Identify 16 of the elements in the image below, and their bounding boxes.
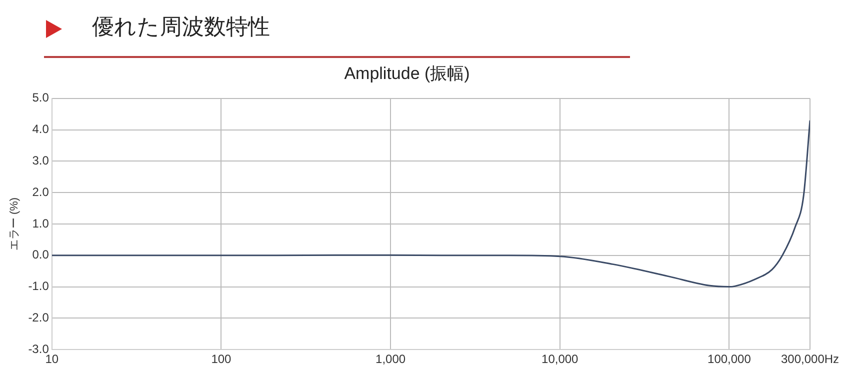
y-tick-label: 0.0 [32, 248, 50, 262]
y-tick-label: 4.0 [32, 122, 50, 136]
x-tick-label: 10,000 [542, 352, 579, 366]
y-tick-label: 5.0 [32, 90, 50, 105]
y-tick-label: -2.0 [28, 310, 50, 325]
x-tick-label: 100 [211, 352, 232, 366]
y-tick-label: 2.0 [32, 184, 50, 199]
y-axis-title: エラー (%) [8, 197, 21, 251]
y-tick-label: -1.0 [28, 279, 50, 294]
y-tick-label: 1.0 [32, 216, 50, 230]
x-tick-label: 1,000 [376, 352, 406, 366]
x-tick-label: 300,000Hz [780, 352, 840, 366]
chart-title: 優れた周波数特性 [92, 14, 270, 42]
y-tick-label: 3.0 [32, 154, 50, 168]
x-tick-label: 100,000 [708, 352, 752, 366]
chart-subtitle: Amplitude (振幅) [344, 64, 470, 83]
